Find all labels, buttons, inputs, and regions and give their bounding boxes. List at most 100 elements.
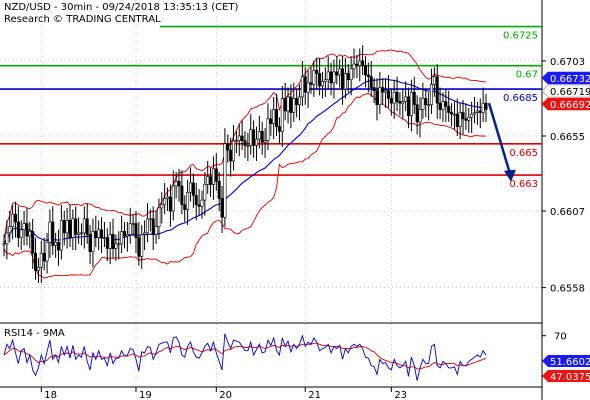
candle-body: [114, 243, 118, 249]
candle-body: [484, 102, 488, 110]
candle: [421, 82, 425, 119]
y-tick-label: 0.6607: [550, 207, 585, 218]
candle-body: [269, 118, 273, 124]
candle-body: [386, 90, 390, 99]
candle: [85, 203, 89, 244]
candle: [94, 215, 98, 247]
candle: [326, 56, 330, 90]
candle-body: [392, 91, 396, 104]
candle-body: [54, 241, 58, 246]
candle-body: [8, 226, 12, 234]
candle-body: [214, 168, 218, 182]
candle: [25, 207, 29, 246]
candle: [478, 98, 482, 129]
candle: [123, 221, 127, 249]
candle: [131, 214, 135, 237]
candle-body: [240, 135, 244, 141]
candle: [191, 173, 195, 208]
candle: [320, 71, 324, 99]
candle: [39, 240, 43, 283]
candle-body: [16, 221, 20, 238]
candle-body: [42, 252, 46, 262]
candle-body: [455, 113, 459, 127]
candle: [441, 92, 445, 122]
candle: [452, 101, 456, 130]
x-tick-label: 21: [308, 390, 321, 400]
candle-body: [432, 76, 436, 85]
candle: [117, 231, 121, 260]
candle-body: [226, 143, 230, 151]
candle-body: [36, 266, 40, 271]
candle: [335, 56, 339, 85]
candle: [51, 206, 55, 255]
candle: [309, 67, 313, 94]
candle-body: [125, 234, 129, 237]
candle: [105, 228, 109, 262]
candle: [249, 114, 253, 155]
candle: [2, 234, 6, 257]
candle: [160, 192, 164, 224]
candle: [45, 232, 49, 274]
candle-body: [467, 116, 471, 121]
candle-body: [180, 185, 184, 206]
candle-body: [206, 176, 210, 185]
candle-body: [260, 131, 264, 143]
candle: [19, 220, 23, 251]
candle-body: [39, 252, 43, 268]
candle-body: [45, 241, 49, 262]
candle: [381, 78, 385, 105]
candle-body: [5, 232, 9, 245]
candle-body: [407, 96, 411, 116]
candle-body: [409, 91, 413, 116]
y-tick-label: 0.6558: [550, 284, 585, 295]
candle: [22, 211, 26, 246]
candle: [384, 78, 388, 108]
candle-body: [234, 140, 238, 142]
candle-body: [329, 71, 333, 84]
candle: [102, 221, 106, 247]
candle: [361, 45, 365, 76]
candle-body: [62, 220, 66, 234]
candle-body: [97, 229, 101, 238]
candle: [62, 211, 66, 246]
candle: [194, 182, 198, 221]
candle: [323, 67, 327, 97]
candle-body: [211, 168, 215, 185]
candle: [211, 156, 215, 201]
candle-body: [105, 237, 109, 249]
candle: [260, 121, 264, 155]
candle-body: [65, 220, 69, 234]
candle: [140, 225, 144, 269]
candle: [418, 96, 422, 138]
candle-body: [289, 96, 293, 113]
candle-body: [148, 218, 152, 221]
candle: [275, 93, 279, 136]
rsi-badge-bg: [542, 355, 590, 367]
candle-body: [452, 113, 456, 116]
rsi-ma-line: [3, 342, 487, 370]
candle-body: [137, 237, 141, 257]
candle-body: [160, 204, 164, 209]
candle: [108, 221, 112, 265]
candle: [91, 218, 95, 268]
candle-body: [346, 73, 350, 81]
candle: [74, 206, 78, 251]
candle: [266, 103, 270, 151]
candle-body: [415, 104, 419, 123]
price-badge-blue: 0.66732: [541, 71, 590, 85]
candle-body: [232, 140, 236, 162]
candle: [220, 186, 224, 233]
price-badge-label: 0.66692: [550, 100, 590, 111]
candle: [352, 48, 356, 79]
candle-body: [68, 220, 72, 238]
candle: [315, 57, 319, 90]
candle-body: [200, 199, 204, 207]
candle-body: [143, 232, 147, 235]
candle: [366, 62, 370, 93]
candle: [154, 211, 158, 244]
candle: [484, 93, 488, 122]
candle: [389, 89, 393, 116]
candle: [375, 78, 379, 121]
rsi-line: [3, 333, 487, 381]
candle: [145, 203, 149, 243]
